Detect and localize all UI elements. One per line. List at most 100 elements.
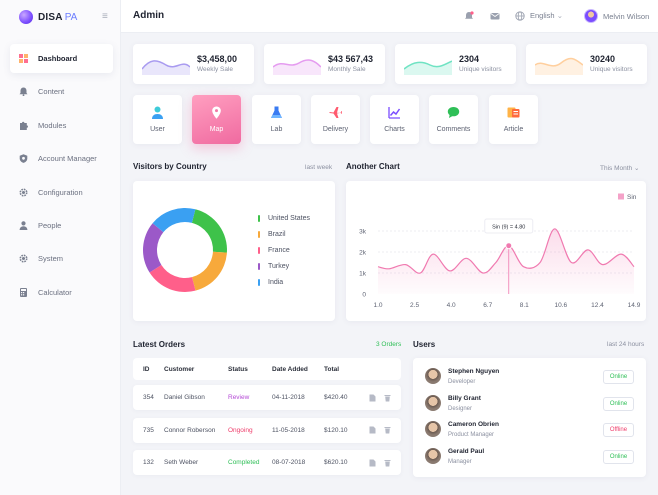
document-icon[interactable] xyxy=(369,385,376,410)
legend-item[interactable]: Turkey xyxy=(258,263,289,270)
area-chart: 0 1k 2k 3k 1.0 2.5 4.0 6.7 8.1 10.6 12.4 14.9 Sin (9… xyxy=(359,193,641,309)
cell-date: 04-11-2018 xyxy=(272,394,305,401)
period-label: This Month xyxy=(600,165,633,172)
mail-icon[interactable] xyxy=(490,11,500,21)
sidebar-item-people[interactable]: People xyxy=(10,211,113,240)
y-tick-label: 1k xyxy=(359,271,367,278)
chevron-down-icon: ⌄ xyxy=(556,11,563,20)
sidebar-item-modules[interactable]: Modules xyxy=(10,111,113,140)
document-icon[interactable] xyxy=(369,418,376,443)
tile-label: Map xyxy=(209,126,224,133)
series-area-sin xyxy=(378,228,634,294)
y-tick-label: 0 xyxy=(362,292,366,299)
sidebar-item-label: Calculator xyxy=(38,287,72,297)
legend-label[interactable]: Sin xyxy=(627,194,637,201)
status-badge: Online xyxy=(603,396,634,411)
x-tick-label: 1.0 xyxy=(373,302,382,309)
user-menu[interactable]: Melvin Wilson xyxy=(584,9,649,23)
sidebar-item-label: System xyxy=(38,254,64,264)
legend-label: United States xyxy=(268,215,311,222)
orders-title: Latest Orders xyxy=(133,340,186,349)
menu-toggle-icon[interactable]: ≡ xyxy=(102,11,108,22)
table-row[interactable]: 354 Daniel Gibson Review 04-11-2018 $420.40 xyxy=(133,385,401,410)
cell-total: $620.10 xyxy=(324,459,348,466)
x-tick-label: 8.1 xyxy=(520,302,529,309)
cell-id: 735 xyxy=(143,426,154,434)
sparkline-icon xyxy=(273,59,321,75)
stat-value: 2304 xyxy=(459,54,480,64)
stat-value: $3,458,00 xyxy=(197,54,238,64)
cell-id: 354 xyxy=(143,394,154,401)
stat-card-monthly-sale[interactable]: $43 567,43 Monthly Sale xyxy=(264,44,385,84)
users-period[interactable]: last 24 hours xyxy=(607,341,645,348)
user-name: Gerald Paul xyxy=(448,448,485,456)
legend-label: Turkey xyxy=(268,263,290,270)
series-line-sin[interactable] xyxy=(377,228,635,274)
legend-item[interactable]: India xyxy=(258,279,283,286)
globe-icon[interactable] xyxy=(515,11,525,21)
tile-comments[interactable]: Comments xyxy=(429,95,478,144)
cell-date: 11-05-2018 xyxy=(272,426,305,434)
legend-item[interactable]: France xyxy=(258,247,290,254)
stat-card-unique-visitors[interactable]: 2304 Unique visitors xyxy=(395,44,516,84)
tile-label: Lab xyxy=(270,126,283,133)
language-select[interactable]: English ⌄ xyxy=(530,11,563,20)
stat-label: Weekly Sale xyxy=(197,66,234,73)
legend-label: India xyxy=(268,279,284,286)
trash-icon[interactable] xyxy=(384,450,391,475)
user-role: Designer xyxy=(448,405,473,412)
list-item[interactable]: Gerald Paul Manager Online xyxy=(422,445,642,470)
brand-suffix: PA xyxy=(64,11,78,23)
sidebar-item-configuration[interactable]: Configuration xyxy=(10,178,113,207)
list-item[interactable]: Billy Grant Designer Online xyxy=(422,392,642,417)
donut-slice-turkey[interactable] xyxy=(143,223,164,273)
user-name: Cameron Obrien xyxy=(448,421,499,429)
donut-slice-united-states[interactable] xyxy=(191,209,227,253)
sidebar-item-system[interactable]: System xyxy=(10,244,113,273)
trash-icon[interactable] xyxy=(384,418,391,443)
tile-charts[interactable]: Charts xyxy=(370,95,419,144)
stat-card-unique-visitors-2[interactable]: 30240 Unique visitors xyxy=(526,44,647,84)
sidebar-item-content[interactable]: Content xyxy=(10,77,113,106)
tile-lab[interactable]: Lab xyxy=(252,95,301,144)
orders-count[interactable]: 3 Orders xyxy=(376,341,402,348)
sidebar-item-dashboard[interactable]: Dashboard xyxy=(10,44,113,73)
list-item[interactable]: Cameron Obrien Product Manager Offline xyxy=(422,418,642,443)
col-customer: Customer xyxy=(164,365,195,373)
list-item[interactable]: Stephen Nguyen Developer Online xyxy=(422,365,642,390)
plane-icon xyxy=(329,107,342,118)
visitors-period[interactable]: last week xyxy=(305,164,333,171)
donut-slice-india[interactable] xyxy=(152,208,196,233)
donut-slice-brazil[interactable] xyxy=(191,251,227,291)
language-label: English xyxy=(530,11,555,20)
table-row[interactable]: 735 Connor Roberson Ongoing 11-05-2018 $120.… xyxy=(133,417,401,443)
trash-icon[interactable] xyxy=(384,385,391,410)
stat-card-weekly-sale[interactable]: $3,458,00 Weekly Sale xyxy=(133,44,254,84)
table-row[interactable]: 132 Seth Weber Completed 08-07-2018 $620.10 xyxy=(133,450,401,475)
legend-swatch xyxy=(618,193,624,200)
sidebar-item-account-manager[interactable]: Account Manager xyxy=(10,144,113,173)
tile-user[interactable]: User xyxy=(133,95,182,144)
sidebar: DISA PA ≡ Dashboard Content Modules Acco… xyxy=(0,0,121,495)
donut-slice-france[interactable] xyxy=(149,265,196,292)
avatar xyxy=(425,394,441,411)
sidebar-item-calculator[interactable]: Calculator xyxy=(10,278,113,307)
dashboard-icon xyxy=(19,54,28,63)
brand[interactable]: DISA PA xyxy=(19,9,77,25)
tile-map[interactable]: Map xyxy=(192,95,241,144)
legend-item[interactable]: Brazil xyxy=(258,231,286,238)
logo-icon xyxy=(19,10,33,24)
legend-item[interactable]: United States xyxy=(258,215,310,222)
legend-label: France xyxy=(268,247,290,254)
document-icon[interactable] xyxy=(369,450,376,475)
cell-date: 08-07-2018 xyxy=(272,459,306,466)
data-point-marker[interactable] xyxy=(505,242,513,250)
tile-delivery[interactable]: Delivery xyxy=(311,95,360,144)
orders-table-header: ID Customer Status Date Added Total xyxy=(133,358,401,380)
another-chart-period-select[interactable]: This Month ⌄ xyxy=(600,164,639,172)
sparkline-icon xyxy=(404,60,452,75)
avatar xyxy=(425,368,441,384)
tile-article[interactable]: Article xyxy=(489,95,538,144)
y-tick-label: 3k xyxy=(359,229,367,236)
notification-icon[interactable] xyxy=(464,11,474,21)
